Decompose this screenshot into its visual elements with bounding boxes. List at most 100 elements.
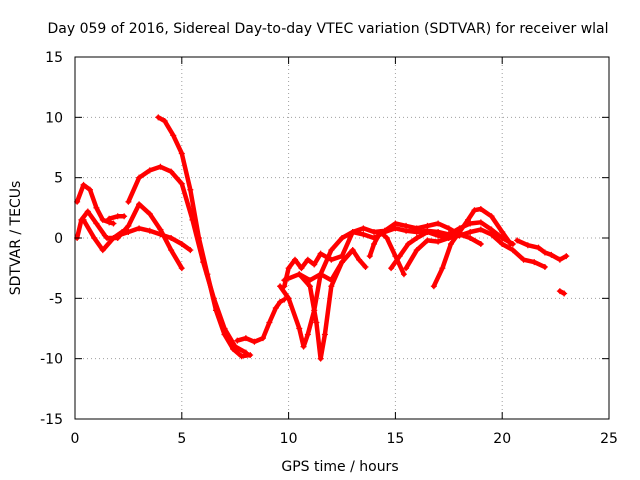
plus-marker — [259, 335, 266, 342]
plus-marker — [413, 235, 420, 241]
plus-marker — [168, 168, 175, 175]
plus-marker — [125, 198, 132, 205]
plus-marker — [80, 216, 87, 223]
plus-marker — [306, 277, 313, 284]
series-line — [156, 115, 253, 359]
plus-marker — [277, 283, 284, 290]
x-tick-label: 20 — [493, 431, 511, 447]
chart-title: Day 059 of 2016, Sidereal Day-to-day VTE… — [47, 21, 608, 37]
plus-marker — [251, 338, 258, 345]
plus-marker — [136, 225, 143, 232]
series-arc-15 — [388, 226, 548, 272]
plus-marker — [296, 271, 303, 278]
series-arc-1 — [74, 181, 117, 227]
plus-marker — [405, 241, 412, 248]
plus-marker — [371, 241, 378, 248]
plus-marker — [281, 277, 288, 284]
plus-marker — [467, 235, 474, 241]
plus-marker — [99, 247, 106, 254]
plus-marker — [477, 226, 484, 233]
plus-marker — [531, 259, 538, 266]
plus-marker — [266, 319, 273, 326]
x-axis-label: GPS time / hours — [281, 459, 398, 475]
plus-marker — [465, 216, 472, 223]
plus-marker — [499, 241, 506, 248]
plus-marker — [488, 226, 495, 233]
plus-marker — [499, 228, 506, 235]
series-arc-17 — [430, 206, 514, 290]
plus-marker — [146, 210, 153, 217]
plus-marker — [439, 265, 446, 272]
plus-marker — [110, 220, 117, 227]
plus-marker — [445, 231, 452, 238]
plus-marker — [317, 271, 324, 278]
plus-marker — [520, 256, 527, 263]
plus-marker — [445, 225, 452, 232]
plus-marker — [304, 256, 311, 263]
plus-marker — [400, 271, 407, 278]
plus-marker — [187, 247, 194, 254]
plus-marker — [178, 180, 185, 187]
plus-marker — [136, 201, 143, 208]
plus-marker — [548, 251, 555, 258]
y-tick-label: -15 — [40, 412, 63, 428]
plus-marker — [430, 283, 437, 290]
plus-marker — [328, 247, 335, 254]
plus-marker — [114, 213, 121, 220]
axis-ticks — [74, 56, 610, 420]
plus-marker — [424, 237, 431, 244]
plus-marker — [541, 263, 548, 270]
plus-marker — [477, 206, 484, 213]
plus-marker — [296, 325, 303, 332]
plus-marker — [413, 228, 420, 235]
data-series — [74, 114, 570, 362]
y-tick-label: 0 — [54, 231, 63, 247]
x-axis-tick-labels: 0 5 10 15 20 25 — [71, 431, 618, 447]
plus-marker — [509, 241, 516, 248]
plus-marker — [86, 186, 93, 193]
plus-marker — [136, 174, 143, 181]
plus-marker — [304, 331, 311, 338]
plus-marker — [541, 249, 548, 256]
series-arc-19 — [514, 237, 570, 263]
plus-marker — [447, 241, 454, 248]
series-arc-9 — [234, 296, 288, 345]
series-line — [431, 206, 513, 289]
plus-marker — [467, 228, 474, 235]
plus-marker — [535, 244, 542, 251]
series-arc-13 — [296, 247, 369, 284]
plus-marker — [187, 186, 194, 193]
plus-marker — [477, 219, 484, 226]
plus-marker — [561, 290, 568, 297]
plus-marker — [121, 213, 128, 220]
plus-marker — [157, 163, 164, 170]
y-axis-label: SDTVAR / TECUs — [8, 181, 24, 296]
series-line — [388, 227, 548, 271]
y-tick-label: 15 — [45, 50, 63, 66]
plus-marker — [311, 261, 318, 268]
series-arc-5 — [125, 163, 249, 356]
x-tick-label: 10 — [280, 431, 298, 447]
plus-marker — [93, 220, 100, 227]
plus-marker — [392, 225, 399, 232]
plus-marker — [306, 283, 313, 290]
series-arc-4 — [106, 213, 128, 222]
series-arc-20 — [556, 288, 568, 297]
plus-marker — [499, 235, 506, 241]
plus-marker — [125, 222, 132, 229]
plus-marker — [383, 235, 390, 241]
plus-marker — [212, 307, 219, 314]
series-arc-18 — [445, 219, 516, 248]
y-tick-label: -10 — [40, 352, 63, 368]
y-tick-label: 5 — [54, 171, 63, 187]
plus-marker — [313, 319, 320, 326]
series-line — [514, 238, 569, 262]
plus-marker — [170, 132, 177, 139]
plus-marker — [339, 253, 345, 260]
plus-marker — [356, 256, 363, 263]
plus-marker — [488, 213, 495, 220]
plus-marker — [285, 295, 292, 302]
plus-marker — [413, 247, 420, 254]
series-line — [235, 297, 287, 345]
plus-marker — [238, 353, 245, 360]
